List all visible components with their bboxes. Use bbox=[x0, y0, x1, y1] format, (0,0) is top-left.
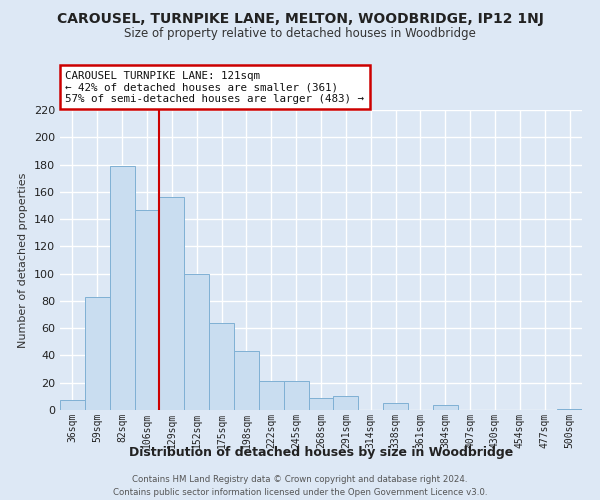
Bar bbox=[334, 396, 358, 410]
Bar bbox=[284, 382, 308, 410]
Text: CAROUSEL, TURNPIKE LANE, MELTON, WOODBRIDGE, IP12 1NJ: CAROUSEL, TURNPIKE LANE, MELTON, WOODBRI… bbox=[56, 12, 544, 26]
Bar bbox=[383, 403, 408, 410]
Bar bbox=[259, 382, 284, 410]
Bar bbox=[184, 274, 209, 410]
Text: Contains HM Land Registry data © Crown copyright and database right 2024.: Contains HM Land Registry data © Crown c… bbox=[132, 476, 468, 484]
Text: CAROUSEL TURNPIKE LANE: 121sqm
← 42% of detached houses are smaller (361)
57% of: CAROUSEL TURNPIKE LANE: 121sqm ← 42% of … bbox=[65, 71, 364, 104]
Bar bbox=[160, 198, 184, 410]
Bar bbox=[85, 297, 110, 410]
Bar bbox=[134, 210, 160, 410]
Bar bbox=[557, 408, 582, 410]
Text: Distribution of detached houses by size in Woodbridge: Distribution of detached houses by size … bbox=[129, 446, 513, 459]
Text: Contains public sector information licensed under the Open Government Licence v3: Contains public sector information licen… bbox=[113, 488, 487, 497]
Bar bbox=[60, 400, 85, 410]
Bar bbox=[234, 352, 259, 410]
Y-axis label: Number of detached properties: Number of detached properties bbox=[19, 172, 28, 348]
Bar bbox=[209, 322, 234, 410]
Bar bbox=[308, 398, 334, 410]
Text: Size of property relative to detached houses in Woodbridge: Size of property relative to detached ho… bbox=[124, 28, 476, 40]
Bar bbox=[433, 404, 458, 410]
Bar bbox=[110, 166, 134, 410]
